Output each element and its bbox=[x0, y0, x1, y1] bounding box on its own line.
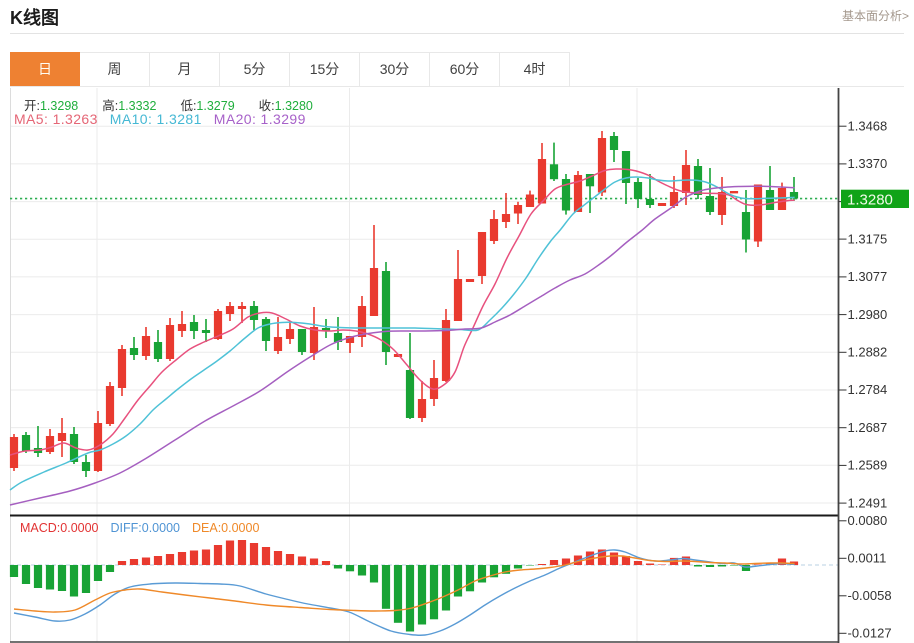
svg-text:1.2980: 1.2980 bbox=[848, 307, 888, 322]
svg-text:1.3370: 1.3370 bbox=[848, 156, 888, 171]
svg-text:1.3468: 1.3468 bbox=[848, 118, 888, 133]
svg-text:1.2491: 1.2491 bbox=[848, 495, 888, 510]
svg-text:0.0080: 0.0080 bbox=[848, 513, 888, 528]
svg-text:1.2882: 1.2882 bbox=[848, 345, 888, 360]
svg-text:-0.0058: -0.0058 bbox=[848, 588, 892, 603]
svg-text:-0.0127: -0.0127 bbox=[848, 626, 892, 641]
svg-text:1.2784: 1.2784 bbox=[848, 382, 888, 397]
svg-text:1.3175: 1.3175 bbox=[848, 231, 888, 246]
svg-text:1.2589: 1.2589 bbox=[848, 458, 888, 473]
svg-text:1.2687: 1.2687 bbox=[848, 420, 888, 435]
svg-text:1.3280: 1.3280 bbox=[847, 191, 893, 208]
svg-text:1.3077: 1.3077 bbox=[848, 269, 888, 284]
svg-text:0.0011: 0.0011 bbox=[848, 551, 887, 566]
